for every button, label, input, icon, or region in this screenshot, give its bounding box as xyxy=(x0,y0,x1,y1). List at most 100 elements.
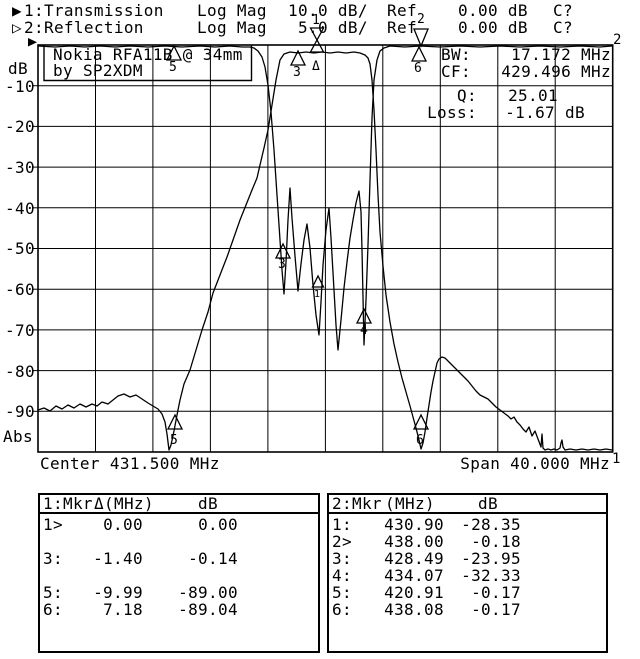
table-row-db: -0.18 xyxy=(471,532,521,551)
y-tick: -70 xyxy=(5,321,35,340)
table-row-freq: 434.07 xyxy=(384,566,444,585)
y-tick: -50 xyxy=(5,239,35,258)
y-tick: -10 xyxy=(5,77,35,96)
marker-table-1-header xyxy=(40,495,318,514)
table-row-label: 6: xyxy=(332,600,352,619)
table-row-db: -0.17 xyxy=(471,600,521,619)
trace-transmission xyxy=(37,51,613,451)
table-row-freq: 438.00 xyxy=(384,532,444,551)
marker-number-label: 2 xyxy=(417,12,425,27)
marker-triangle-down xyxy=(413,28,429,48)
table1-unit-header: Δ(MHz) xyxy=(94,494,154,513)
marker-number-label: 1 xyxy=(314,289,321,300)
grid xyxy=(33,45,613,452)
marker-table-1: 1:Mkr Δ(MHz) dB 1> 0.00 0.00 3: -1.40 -0… xyxy=(38,493,320,653)
y-axis-unit: dB xyxy=(8,59,28,78)
trace2-edge-number: 2 xyxy=(613,32,622,48)
table-row-db: -89.04 xyxy=(178,600,238,619)
table-row-label: 1: xyxy=(332,515,352,534)
y-tick: -80 xyxy=(5,362,35,381)
marker-delta-ref-symbol: Δ xyxy=(312,59,320,74)
table-row-db: -28.35 xyxy=(461,515,521,534)
marker-number-label: 6 xyxy=(414,61,422,76)
table1-db-header: dB xyxy=(198,494,218,513)
table-row-label: 5: xyxy=(43,583,63,602)
table-row-label: 3: xyxy=(43,549,63,568)
marker-number-label: 5 xyxy=(169,60,177,75)
plot-border xyxy=(37,44,614,453)
y-tick: -40 xyxy=(5,199,35,218)
marker-bowtie xyxy=(309,38,325,53)
channel2-format: Log Mag xyxy=(197,18,267,37)
bw-label: BW: xyxy=(441,45,471,64)
channel2-ref-value: 0.00 dB xyxy=(458,18,528,37)
table-row-freq: 438.08 xyxy=(384,600,444,619)
table-row-db: -89.00 xyxy=(178,583,238,602)
sweep-arrow-icon xyxy=(28,38,37,47)
table-row-db: -23.95 xyxy=(461,549,521,568)
table-row-freq: 7.18 xyxy=(103,600,143,619)
channel2-arrow-icon: ▷ xyxy=(12,18,22,37)
trace-reflection xyxy=(37,45,613,351)
loss-label: Loss: xyxy=(427,103,477,122)
channel2-ref-label: Ref xyxy=(387,18,417,37)
marker-triangle-up xyxy=(311,274,325,288)
channel2-scale: 5.0 dB/ xyxy=(298,18,368,37)
table-row-db: -0.14 xyxy=(188,549,238,568)
annotation-title: Nokia RFA11B @ 34mm xyxy=(53,45,243,64)
table-row-label: 6: xyxy=(43,600,63,619)
table2-db-header: dB xyxy=(478,494,498,513)
table1-title: 1:Mkr xyxy=(43,494,93,513)
table-row-label: 3: xyxy=(332,549,352,568)
channel1-format: Log Mag xyxy=(197,1,267,20)
marker-table-2: 2:Mkr (MHz) dB 1: 430.90 -28.35 2> 438.0… xyxy=(327,493,608,653)
marker-triangle-up xyxy=(274,242,292,259)
marker-bowtie xyxy=(309,27,325,42)
table-row-freq: -9.99 xyxy=(93,583,143,602)
channel1-label: 1:Transmission xyxy=(24,1,164,20)
table-row-db: -0.17 xyxy=(471,583,521,602)
table-row-label: 5: xyxy=(332,583,352,602)
marker-number-label: 3 xyxy=(278,257,286,272)
y-tick: -30 xyxy=(5,158,35,177)
channel1-ref-value: 0.00 dB xyxy=(458,1,528,20)
marker-number-label: 3 xyxy=(293,65,301,80)
annotation-author: by SP2XDM xyxy=(53,61,143,80)
marker-triangle-up xyxy=(412,413,430,430)
marker-number-label: 6 xyxy=(416,433,424,448)
trace1-edge-number: 1 xyxy=(612,451,621,467)
center-frequency-label: Center 431.500 MHz xyxy=(40,454,220,473)
loss-value: -1.67 dB xyxy=(505,103,585,122)
marker-number-label: 5 xyxy=(170,433,178,448)
marker-table-2-header xyxy=(329,495,606,514)
table-row-label: 1> xyxy=(43,515,63,534)
y-axis-abs-label: Abs xyxy=(3,427,33,446)
cf-value: 429.496 MHz xyxy=(501,62,611,81)
table-row-label: 4: xyxy=(332,566,352,585)
marker-triangle-up xyxy=(166,413,184,430)
channel2-cal-status: C? xyxy=(553,18,573,37)
table-row-freq: 420.91 xyxy=(384,583,444,602)
y-tick: -20 xyxy=(5,117,35,136)
table-row-freq: 428.49 xyxy=(384,549,444,568)
marker-triangle-up xyxy=(165,44,183,61)
annotation-box-border xyxy=(43,45,253,82)
bw-value: 17.172 MHz xyxy=(511,45,611,64)
cf-label: CF: xyxy=(441,62,471,81)
table-row-db: 0.00 xyxy=(198,515,238,534)
marker-triangle-up xyxy=(410,45,428,62)
marker-number-label: 1 xyxy=(312,13,320,28)
channel1-ref-label: Ref xyxy=(387,1,417,20)
marker-triangle-up xyxy=(355,307,373,324)
span-label: Span 40.000 MHz xyxy=(460,454,610,473)
q-label: Q: xyxy=(457,86,477,105)
channel1-cal-status: C? xyxy=(553,1,573,20)
table2-title: 2:Mkr xyxy=(332,494,382,513)
table-row-label: 2> xyxy=(332,532,352,551)
channel2-label: 2:Reflection xyxy=(24,18,144,37)
table-row-freq: 430.90 xyxy=(384,515,444,534)
y-tick: -90 xyxy=(5,402,35,421)
table-row-db: -32.33 xyxy=(461,566,521,585)
